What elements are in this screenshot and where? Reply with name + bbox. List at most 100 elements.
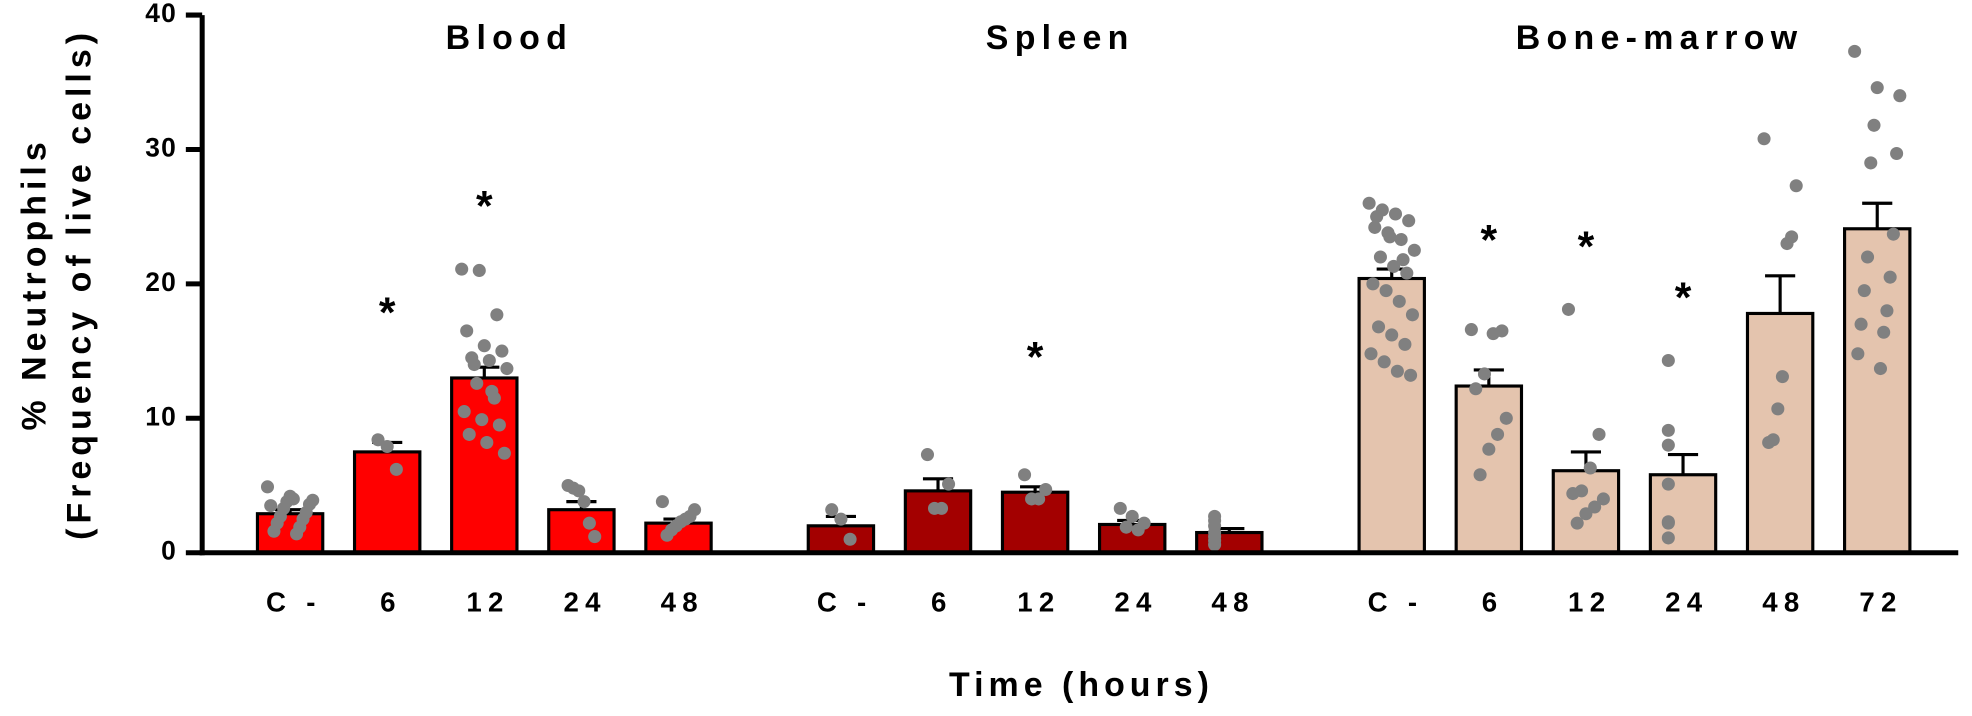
x-tick-label: 12 <box>466 587 509 618</box>
data-point <box>1464 323 1478 337</box>
data-point <box>1377 355 1391 369</box>
data-point <box>1771 402 1785 416</box>
data-point <box>920 448 934 462</box>
bar <box>450 376 519 555</box>
data-point <box>1890 146 1904 161</box>
bar <box>1648 473 1718 555</box>
data-point <box>1025 492 1039 506</box>
bar <box>1454 384 1524 555</box>
data-point <box>655 495 669 509</box>
significance-marker: * <box>1027 333 1044 381</box>
data-point <box>1886 227 1900 241</box>
x-tick-label: 48 <box>1211 587 1254 618</box>
data-point <box>588 530 602 544</box>
data-point <box>290 527 304 541</box>
data-point <box>267 524 281 538</box>
data-point <box>1388 207 1403 221</box>
data-point <box>1491 427 1505 441</box>
data-point <box>1370 210 1384 224</box>
data-point <box>1877 325 1891 339</box>
y-axis-label: % Neutrophils (Frequency of live cells) <box>15 28 98 540</box>
x-tick-label: 6 <box>931 587 953 618</box>
data-point <box>260 480 275 494</box>
data-point <box>927 501 942 515</box>
data-point <box>1362 196 1376 210</box>
data-point <box>1883 270 1897 284</box>
data-point <box>462 427 476 441</box>
data-point <box>1775 370 1789 384</box>
bar <box>1843 227 1912 555</box>
x-tick-label: 6 <box>380 587 402 618</box>
data-point <box>1570 516 1584 530</box>
data-point <box>1208 538 1222 552</box>
data-point <box>1390 364 1404 378</box>
data-point <box>1379 284 1393 298</box>
data-point <box>1893 89 1907 103</box>
data-point <box>380 439 394 454</box>
data-point <box>1477 367 1491 381</box>
data-point <box>480 435 494 450</box>
data-point <box>1857 284 1871 298</box>
data-point <box>1499 411 1513 425</box>
data-point <box>1366 277 1380 291</box>
x-tick-label: 6 <box>1482 587 1504 618</box>
data-point <box>1402 214 1416 228</box>
data-point <box>1880 304 1894 318</box>
data-point <box>942 477 956 491</box>
significance-marker: * <box>1675 274 1692 322</box>
x-tick-label: 24 <box>564 587 607 618</box>
data-point <box>1661 516 1675 530</box>
data-point <box>1867 118 1881 132</box>
data-point <box>500 362 514 376</box>
data-point <box>1780 237 1794 251</box>
data-point <box>482 353 496 368</box>
significance-marker: * <box>1481 216 1498 264</box>
group-title: Blood <box>446 19 573 57</box>
data-point <box>286 492 300 506</box>
data-point <box>264 499 278 513</box>
data-point <box>1661 353 1675 368</box>
data-point <box>1400 266 1414 280</box>
x-tick-label: 24 <box>1114 587 1157 618</box>
data-point <box>1486 327 1500 341</box>
data-point <box>1113 501 1127 515</box>
data-point <box>582 516 596 530</box>
x-tick-label: 48 <box>661 587 704 618</box>
significance-marker: * <box>476 183 493 231</box>
y-axis-label-line: (Frequency of live cells) <box>61 28 99 540</box>
data-point <box>834 512 848 526</box>
y-tick-label: 0 <box>161 536 177 566</box>
data-point <box>1407 243 1421 257</box>
data-point <box>1873 362 1887 376</box>
data-point <box>1383 230 1397 244</box>
data-point <box>1854 317 1868 331</box>
data-point <box>577 495 591 509</box>
data-point <box>1861 250 1875 264</box>
data-point <box>1482 442 1496 456</box>
data-point <box>1566 487 1580 501</box>
group-title: Spleen <box>986 19 1135 57</box>
data-point <box>1469 382 1483 396</box>
data-point <box>1364 347 1378 361</box>
data-point <box>1404 368 1418 382</box>
data-point <box>485 384 499 398</box>
data-point <box>572 484 586 498</box>
data-point <box>1596 492 1610 506</box>
data-point <box>1661 423 1675 437</box>
data-point <box>389 462 403 476</box>
data-point <box>1396 253 1410 267</box>
significance-marker: * <box>1578 223 1595 271</box>
data-point <box>843 532 857 546</box>
data-point <box>825 503 839 517</box>
y-axis-label-line: % Neutrophils <box>15 137 53 430</box>
data-point <box>467 358 481 372</box>
data-point <box>1848 44 1862 58</box>
data-point <box>470 376 484 390</box>
data-point <box>1757 132 1771 146</box>
data-point <box>460 324 474 338</box>
data-point <box>492 418 506 432</box>
bar <box>352 450 422 555</box>
bar <box>806 524 876 555</box>
data-point <box>1864 156 1878 170</box>
x-tick-label: 72 <box>1859 587 1902 618</box>
